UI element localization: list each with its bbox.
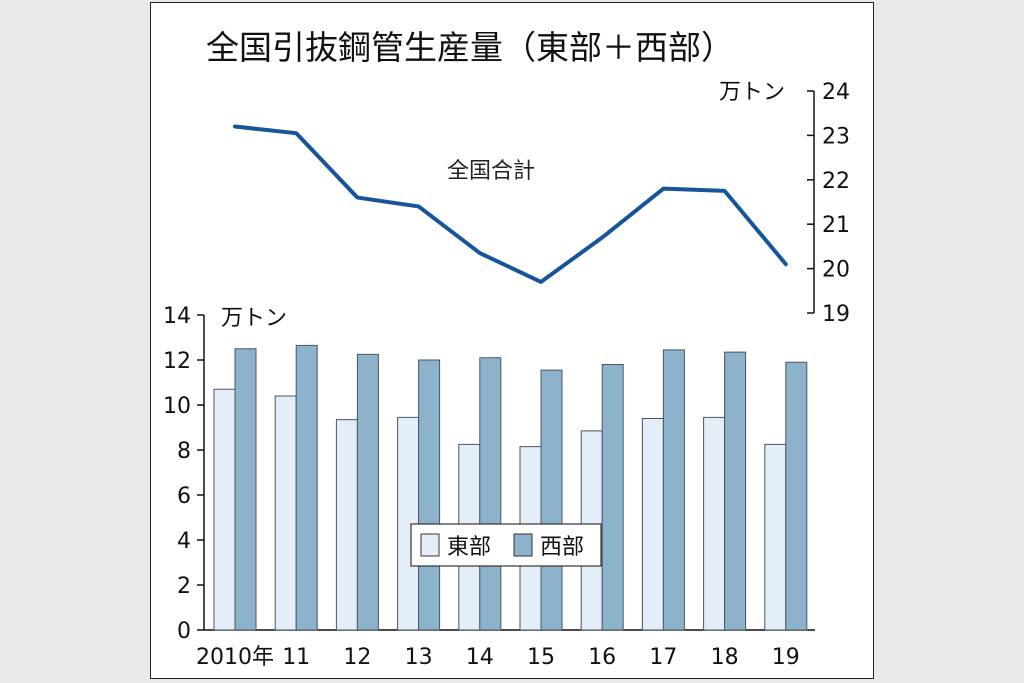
bar-y-tick-label: 8	[177, 439, 191, 464]
bar-west	[540, 369, 563, 631]
bar-east	[335, 419, 358, 631]
bar-y-tick-label: 10	[163, 394, 191, 419]
bar-y-tick-label: 6	[177, 484, 191, 509]
line-y-ticks: 19 20 21 22 23 24	[807, 80, 850, 327]
line-series-label: 全国合計	[447, 159, 535, 184]
bar-marks	[213, 344, 808, 631]
line-unit-label: 万トン	[719, 80, 785, 105]
bar-west	[356, 353, 379, 631]
bar-west	[295, 344, 318, 631]
bar-west	[601, 364, 624, 631]
bar-west	[724, 351, 747, 631]
bar-east	[274, 395, 297, 631]
bar-y-tick-label: 0	[177, 619, 191, 644]
legend-swatch-east	[420, 533, 440, 557]
line-chart: 万トン 19 20 21 22 23 24 全国合計	[233, 80, 850, 327]
chart-title: 全国引抜鋼管生産量（東部＋西部）	[206, 28, 734, 67]
chart-panel: 全国引抜鋼管生産量（東部＋西部） 万トン 19 20 21 22 23 24 全国合計 万…	[150, 2, 874, 679]
bar-y-tick-label: 2	[177, 574, 191, 599]
bar-x-tick-label: 17	[649, 645, 677, 670]
bar-x-tick-label: 14	[466, 645, 494, 670]
bar-y-tick-label: 12	[163, 349, 191, 374]
bar-west	[785, 361, 808, 631]
line-y-tick-label: 20	[822, 258, 850, 283]
bar-x-tick-label: 11	[282, 645, 310, 670]
bar-x-labels: 2010年 11 12 13 14 15 16 17 18 19	[196, 645, 800, 670]
bar-east	[764, 443, 787, 631]
bar-y-tick-label: 14	[163, 304, 191, 329]
line-y-tick-label: 19	[822, 302, 850, 327]
bar-x-tick-label: 15	[527, 645, 555, 670]
legend: 東部 西部	[410, 523, 602, 567]
line-series-total	[233, 124, 788, 284]
line-y-tick-label: 22	[822, 169, 850, 194]
bar-west	[234, 348, 257, 631]
line-y-tick-label: 21	[822, 213, 850, 238]
bar-x-tick-label: 19	[772, 645, 800, 670]
legend-swatch-west	[513, 533, 533, 557]
bar-x-tick-label: 13	[405, 645, 433, 670]
legend-box	[410, 523, 602, 567]
bar-x-tick-label: 16	[588, 645, 616, 670]
line-y-tick-label: 24	[822, 80, 850, 105]
bar-east	[641, 418, 664, 631]
bar-unit-label: 万トン	[221, 306, 287, 331]
bar-x-tick-label: 18	[711, 645, 739, 670]
bar-y-tick-label: 4	[177, 529, 191, 554]
bar-west	[418, 359, 441, 631]
legend-label-west: 西部	[540, 535, 584, 560]
bar-east	[213, 388, 236, 631]
bar-west	[662, 349, 685, 631]
line-y-tick-label: 23	[822, 124, 850, 149]
bar-x-tick-label: 2010年	[196, 645, 274, 670]
bar-east	[703, 416, 726, 631]
bar-west	[479, 357, 502, 631]
bar-x-tick-label: 12	[343, 645, 371, 670]
bar-y-ticks: 0 2 4 6 8 10 12 14	[163, 304, 204, 644]
legend-label-east: 東部	[447, 535, 491, 560]
